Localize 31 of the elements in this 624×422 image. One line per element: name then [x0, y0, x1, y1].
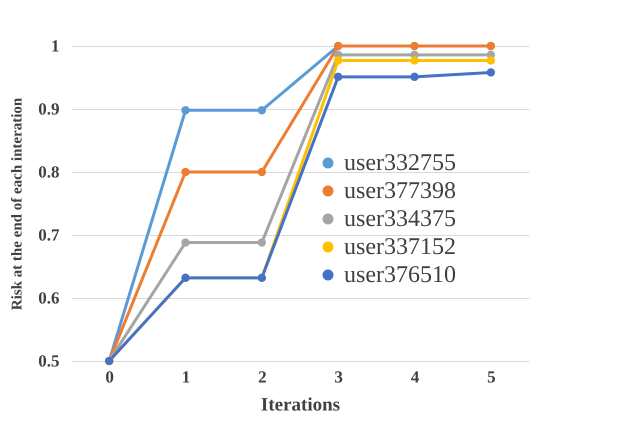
x-tick-label: 4	[410, 368, 420, 386]
y-tick-label: 0.6	[38, 288, 60, 308]
x-tick-label: 1	[182, 368, 190, 386]
point	[181, 106, 190, 114]
y-tick-label: 0.8	[38, 162, 60, 182]
point	[181, 168, 190, 176]
y-tick-label: 0.9	[38, 100, 60, 118]
point	[181, 238, 190, 247]
x-axis-title: Iterations	[260, 394, 340, 416]
legend-label: user377398	[344, 178, 456, 204]
x-tick-label: 2	[258, 368, 267, 386]
x-tick-label: 0	[105, 368, 114, 386]
x-tick-label: 5	[487, 368, 496, 386]
y-tick-label: 1	[51, 36, 60, 56]
y-tick-label: 0.5	[38, 352, 60, 370]
point	[258, 238, 266, 247]
x-tick-label: 3	[334, 368, 343, 386]
point	[334, 72, 342, 82]
legend-label: user376510	[344, 262, 456, 288]
point	[258, 106, 266, 114]
point	[410, 56, 419, 65]
point	[486, 68, 496, 77]
point	[258, 168, 266, 176]
point	[486, 56, 496, 65]
point	[410, 72, 419, 82]
y-tick-label: 0.7	[38, 226, 60, 244]
legend-label: user334375	[344, 206, 456, 232]
y-axis-title: Risk at the end of each interation	[9, 97, 26, 310]
point	[334, 56, 342, 65]
legend-label: user332755	[344, 150, 456, 176]
legend-label: user337152	[344, 234, 456, 260]
